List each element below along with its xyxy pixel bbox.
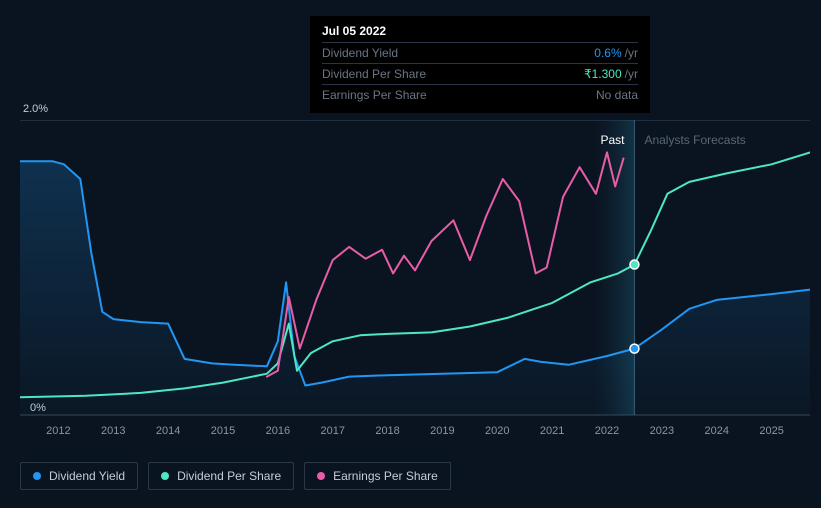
tooltip-row: Earnings Per Share No data (322, 84, 638, 105)
x-axis-tick: 2018 (375, 425, 399, 437)
x-axis-tick: 2019 (430, 425, 454, 437)
y-axis-max: 2.0% (23, 103, 48, 115)
tooltip-row-value: ₹1.300/yr (584, 67, 638, 81)
legend-dot-icon (161, 472, 169, 480)
legend-label: Earnings Per Share (333, 469, 438, 483)
legend-item[interactable]: Dividend Yield (20, 462, 138, 490)
past-label: Past (600, 133, 624, 147)
legend-item[interactable]: Earnings Per Share (304, 462, 451, 490)
legend-item[interactable]: Dividend Per Share (148, 462, 294, 490)
tooltip-row-label: Earnings Per Share (322, 88, 427, 102)
chart-svg (20, 120, 810, 435)
x-axis-tick: 2023 (650, 425, 674, 437)
forecast-label: Analysts Forecasts (644, 133, 745, 147)
legend-dot-icon (317, 472, 325, 480)
tooltip-date: Jul 05 2022 (322, 24, 638, 42)
tooltip-row-label: Dividend Per Share (322, 67, 426, 81)
x-axis-tick: 2015 (211, 425, 235, 437)
x-axis-tick: 2014 (156, 425, 180, 437)
chart-legend: Dividend Yield Dividend Per Share Earnings… (20, 462, 451, 490)
dividend-chart: Jul 05 2022 Dividend Yield0.6%/yrDividen… (0, 0, 821, 508)
tooltip-row: Dividend Yield 0.6%/yr (322, 42, 638, 63)
chart-plot-area[interactable]: 2.0% 0% Past Analysts Forecasts 20122013… (20, 105, 810, 445)
x-axis-tick: 2013 (101, 425, 125, 437)
x-axis-tick: 2021 (540, 425, 564, 437)
tooltip-row-value: No data (596, 88, 638, 102)
x-axis: 2012 2013 2014 2015 2016 2017 2018 2019 2020 2021… (20, 425, 810, 443)
x-axis-tick: 2017 (320, 425, 344, 437)
x-axis-tick: 2025 (759, 425, 783, 437)
x-axis-tick: 2020 (485, 425, 509, 437)
legend-dot-icon (33, 472, 41, 480)
tooltip-row-value: 0.6%/yr (594, 46, 638, 60)
chart-tooltip: Jul 05 2022 Dividend Yield0.6%/yrDividen… (310, 16, 650, 113)
x-axis-tick: 2022 (595, 425, 619, 437)
x-axis-tick: 2012 (46, 425, 70, 437)
legend-label: Dividend Per Share (177, 469, 281, 483)
tooltip-row: Dividend Per Share ₹1.300/yr (322, 63, 638, 84)
x-axis-tick: 2016 (266, 425, 290, 437)
tooltip-row-label: Dividend Yield (322, 46, 398, 60)
x-axis-tick: 2024 (704, 425, 728, 437)
legend-label: Dividend Yield (49, 469, 125, 483)
